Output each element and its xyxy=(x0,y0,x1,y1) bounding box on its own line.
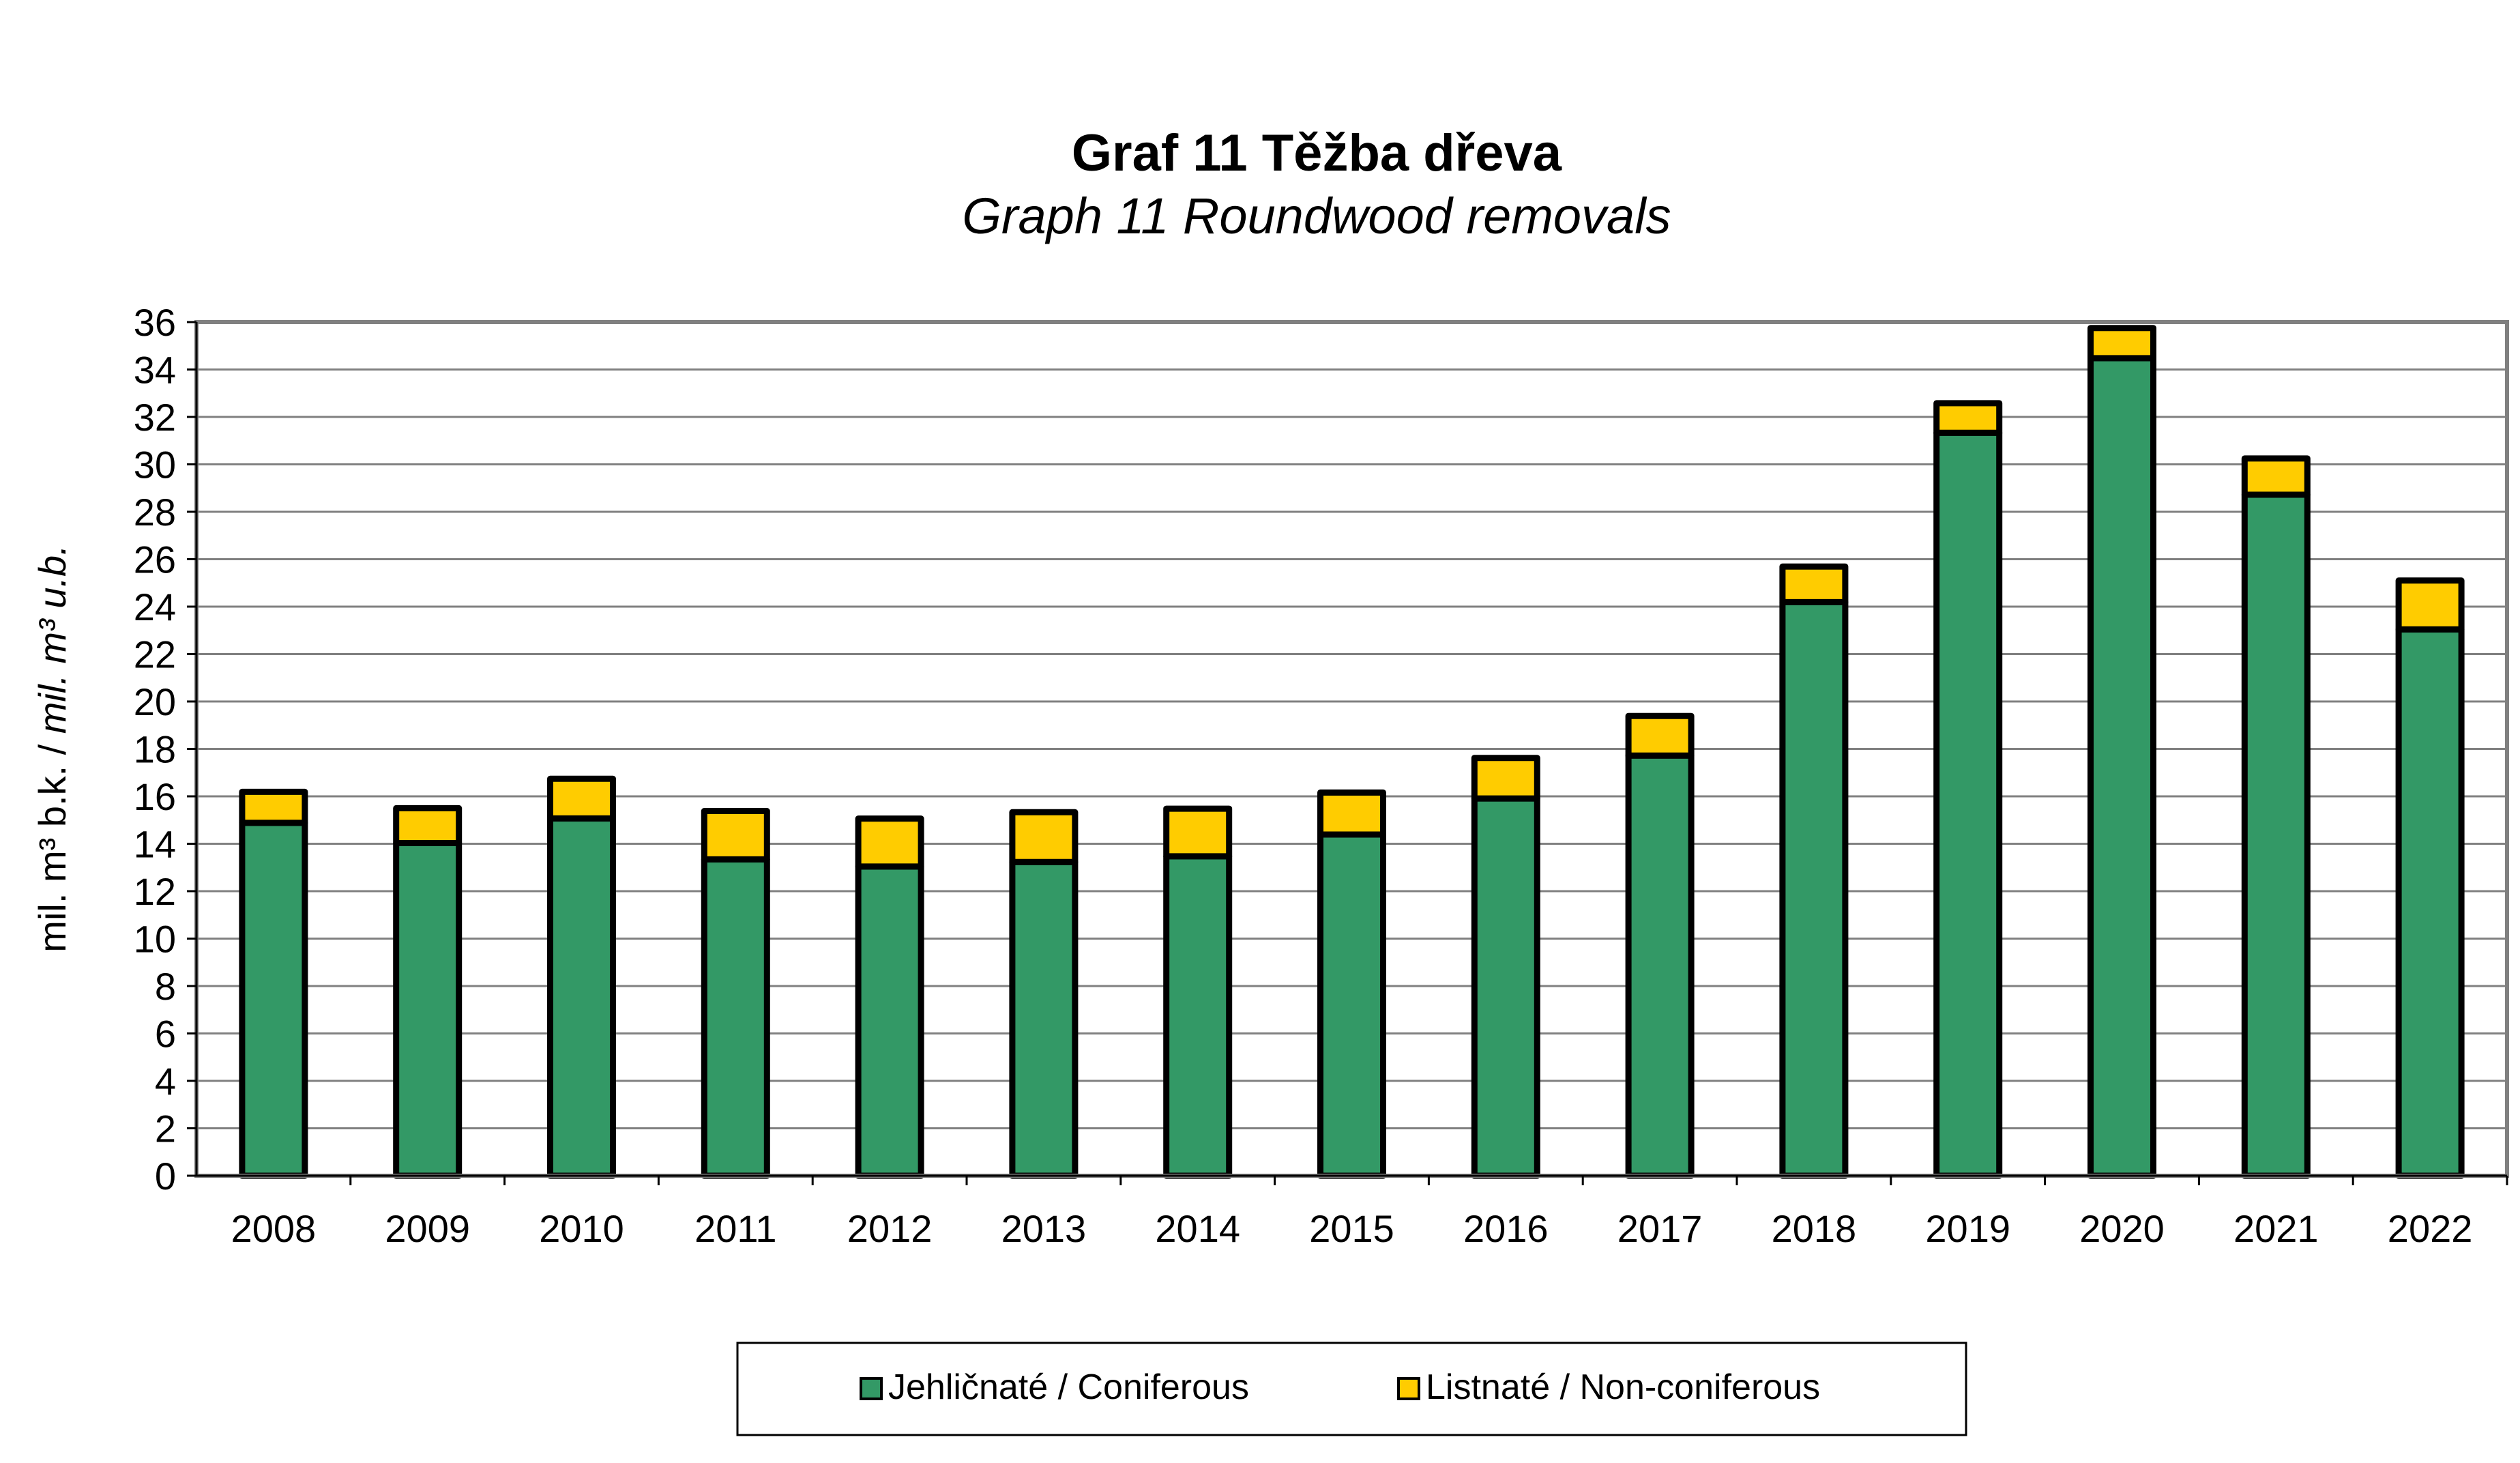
bar-coniferous xyxy=(1471,795,1540,1179)
bar-non-coniferous xyxy=(1933,400,2003,436)
y-tick-label: 10 xyxy=(134,918,176,961)
y-tick-label: 6 xyxy=(155,1013,176,1056)
y-tick-label: 28 xyxy=(134,491,176,534)
y-tick-label: 26 xyxy=(134,538,176,581)
bar-coniferous xyxy=(2087,355,2156,1179)
bar-non-coniferous xyxy=(855,815,924,870)
x-tick-label: 2022 xyxy=(2388,1207,2473,1250)
x-tick-label: 2014 xyxy=(1155,1207,1240,1250)
x-tick-label: 2011 xyxy=(694,1207,776,1250)
y-tick-label: 20 xyxy=(134,680,176,723)
y-axis-label-en: mil. m³ u.b. xyxy=(31,545,74,734)
y-axis-label: mil. m³ b.k. / mil. m³ u.b. xyxy=(31,545,74,952)
bar-coniferous xyxy=(1779,598,1849,1179)
x-tick-label: 2015 xyxy=(1309,1207,1394,1250)
x-tick-label: 2010 xyxy=(539,1207,624,1250)
x-tick-label: 2016 xyxy=(1463,1207,1549,1250)
bar-non-coniferous xyxy=(2087,325,2156,362)
bar-non-coniferous xyxy=(1625,712,1695,759)
bar-non-coniferous xyxy=(393,805,463,846)
bar-non-coniferous xyxy=(547,775,616,822)
x-tick-label: 2009 xyxy=(385,1207,470,1250)
y-tick-label: 24 xyxy=(134,585,176,628)
x-tick-label: 2012 xyxy=(847,1207,933,1250)
bar-non-coniferous xyxy=(1317,789,1386,838)
bar-non-coniferous xyxy=(1779,563,1849,605)
y-tick-label: 30 xyxy=(134,444,176,487)
bar-coniferous xyxy=(239,820,308,1179)
y-tick-label: 12 xyxy=(134,870,176,913)
bar-non-coniferous xyxy=(2395,577,2465,633)
y-tick-label: 36 xyxy=(134,301,176,344)
bar-non-coniferous xyxy=(2241,455,2311,498)
legend-label-non-coniferous: Listnaté / Non-coniferous xyxy=(1426,1367,1820,1407)
x-tick-label: 2008 xyxy=(231,1207,317,1250)
y-tick-label: 0 xyxy=(155,1155,176,1198)
x-tick-label: 2019 xyxy=(1925,1207,2010,1250)
bar-coniferous xyxy=(1933,429,2003,1179)
bar-coniferous xyxy=(2241,491,2311,1179)
x-tick-label: 2013 xyxy=(1001,1207,1087,1250)
bar-coniferous xyxy=(393,839,463,1179)
bar-coniferous xyxy=(1163,853,1233,1179)
y-tick-label: 8 xyxy=(155,965,176,1008)
bar-non-coniferous xyxy=(1163,805,1233,860)
bar-coniferous xyxy=(2395,626,2465,1179)
y-tick-label: 16 xyxy=(134,775,176,818)
y-tick-label: 34 xyxy=(134,349,176,392)
legend-swatch-coniferous xyxy=(860,1377,883,1400)
bar-non-coniferous xyxy=(1009,809,1079,865)
chart-subtitle: Graph 11 Roundwood removals xyxy=(962,188,1671,244)
bar-non-coniferous xyxy=(1471,755,1540,802)
x-tick-label: 2021 xyxy=(2233,1207,2319,1250)
y-tick-label: 22 xyxy=(134,633,176,676)
chart-title: Graf 11 Těžba dřeva xyxy=(1072,124,1562,182)
bar-coniferous xyxy=(1625,752,1695,1179)
y-axis-label-cz: mil. m³ b.k. / xyxy=(31,734,74,952)
y-tick-label: 32 xyxy=(134,396,176,439)
bar-coniferous xyxy=(547,815,616,1179)
bar-coniferous xyxy=(1317,831,1386,1179)
x-tick-label: 2018 xyxy=(1772,1207,1857,1250)
bar-coniferous xyxy=(1009,858,1079,1179)
legend-swatch-non-coniferous xyxy=(1397,1377,1420,1400)
bar-non-coniferous xyxy=(701,808,770,863)
y-tick-label: 4 xyxy=(155,1060,176,1103)
x-tick-label: 2020 xyxy=(2079,1207,2165,1250)
y-tick-label: 18 xyxy=(134,728,176,771)
legend-box xyxy=(736,1342,1967,1436)
y-tick-label: 2 xyxy=(155,1107,176,1150)
y-tick-label: 14 xyxy=(134,823,176,866)
bar-coniferous xyxy=(855,863,924,1179)
x-tick-label: 2017 xyxy=(1617,1207,1703,1250)
bar-coniferous xyxy=(701,856,770,1179)
legend: Jehličnaté / Coniferous Listnaté / Non-c… xyxy=(736,1342,1967,1436)
legend-label-coniferous: Jehličnaté / Coniferous xyxy=(888,1367,1249,1407)
bar-non-coniferous xyxy=(239,788,308,826)
